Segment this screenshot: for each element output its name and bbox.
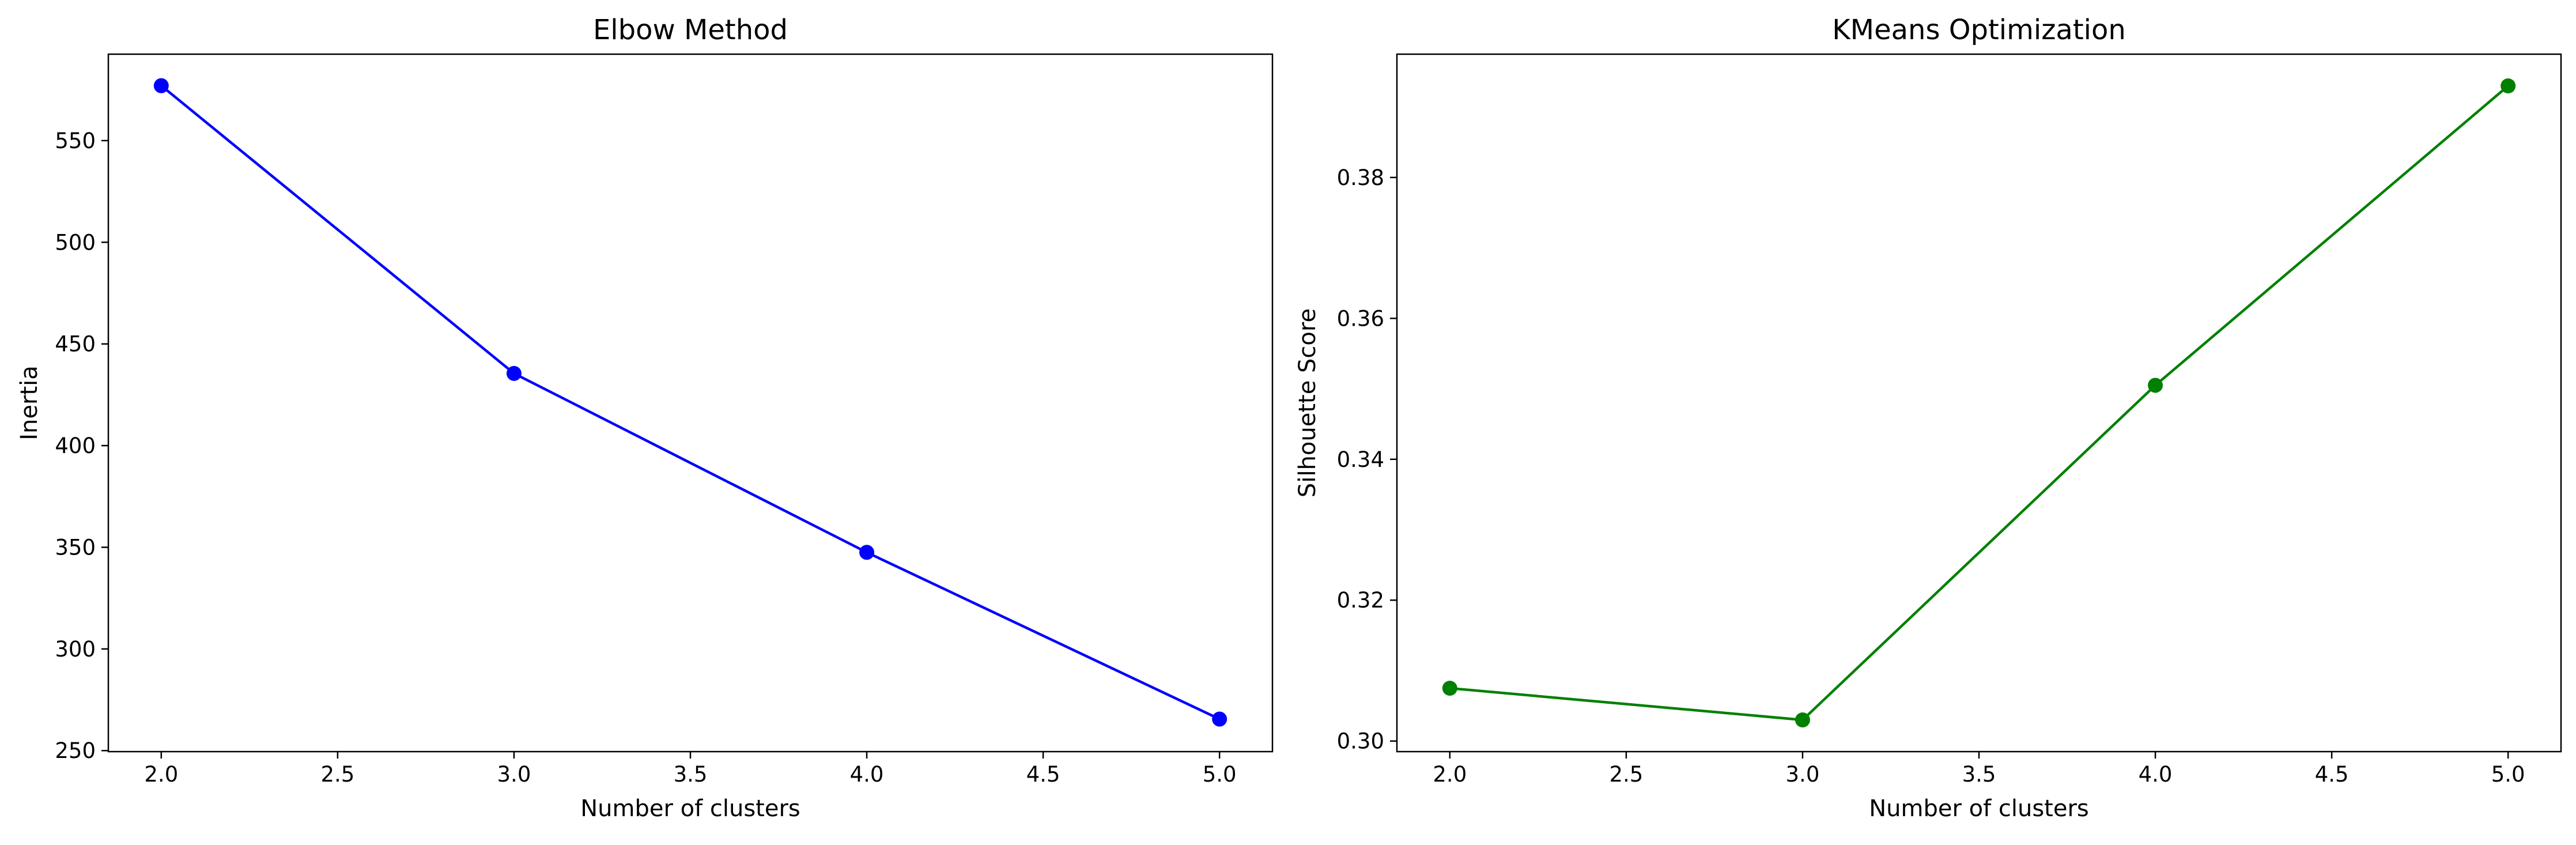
elbow-x-tick-label: 4.0 bbox=[850, 762, 884, 787]
elbow-x-tick-label: 2.5 bbox=[320, 762, 354, 787]
elbow-y-tick-label: 450 bbox=[55, 332, 96, 357]
silhouette-y-tick-label: 0.36 bbox=[1337, 306, 1384, 331]
silhouette-x-tick-label: 5.0 bbox=[2491, 762, 2525, 787]
elbow-chart-title: Elbow Method bbox=[593, 14, 788, 46]
elbow-y-tick-label: 300 bbox=[55, 637, 96, 662]
silhouette-chart-title: KMeans Optimization bbox=[1832, 14, 2126, 46]
elbow-x-tick-label: 3.0 bbox=[497, 762, 531, 787]
silhouette-x-tick-label: 4.5 bbox=[2315, 762, 2349, 787]
elbow-plot-frame bbox=[107, 53, 1274, 753]
silhouette-data-point bbox=[2501, 78, 2516, 93]
silhouette-plot-frame bbox=[1396, 53, 2562, 753]
elbow-x-tick-label: 3.5 bbox=[674, 762, 708, 787]
silhouette-data-point bbox=[1442, 681, 1457, 696]
silhouette-y-tick-label: 0.38 bbox=[1337, 165, 1384, 190]
silhouette-x-tick-label: 2.5 bbox=[1609, 762, 1643, 787]
elbow-x-tick-label: 4.5 bbox=[1026, 762, 1060, 787]
silhouette-x-axis-label: Number of clusters bbox=[1869, 795, 2089, 822]
elbow-y-tick-label: 550 bbox=[55, 129, 96, 153]
silhouette-y-tick-label: 0.30 bbox=[1337, 729, 1384, 754]
elbow-data-point bbox=[153, 78, 169, 93]
elbow-y-tick-label: 250 bbox=[55, 738, 96, 763]
silhouette-x-tick-label: 3.5 bbox=[1962, 762, 1996, 787]
elbow-x-tick-label: 2.0 bbox=[144, 762, 178, 787]
silhouette-data-point bbox=[2148, 378, 2163, 393]
elbow-x-axis-label: Number of clusters bbox=[580, 795, 800, 822]
silhouette-series-line bbox=[1449, 85, 2509, 722]
elbow-data-point bbox=[859, 545, 875, 560]
silhouette-y-axis-label: Silhouette Score bbox=[1294, 308, 1321, 497]
elbow-y-tick-label: 350 bbox=[55, 535, 96, 560]
silhouette-data-point bbox=[1795, 712, 1810, 727]
elbow-y-tick-label: 500 bbox=[55, 230, 96, 255]
elbow-series-line bbox=[160, 84, 1221, 720]
elbow-y-tick-label: 400 bbox=[55, 433, 96, 458]
silhouette-y-tick-label: 0.34 bbox=[1337, 447, 1384, 472]
silhouette-x-tick-label: 4.0 bbox=[2139, 762, 2173, 787]
silhouette-x-tick-label: 3.0 bbox=[1786, 762, 1820, 787]
elbow-data-point bbox=[506, 365, 522, 381]
silhouette-x-tick-label: 2.0 bbox=[1433, 762, 1467, 787]
elbow-x-tick-label: 5.0 bbox=[1203, 762, 1237, 787]
elbow-data-point bbox=[1212, 711, 1227, 727]
silhouette-y-tick-label: 0.32 bbox=[1337, 588, 1384, 613]
elbow-y-axis-label: Inertia bbox=[16, 365, 43, 440]
